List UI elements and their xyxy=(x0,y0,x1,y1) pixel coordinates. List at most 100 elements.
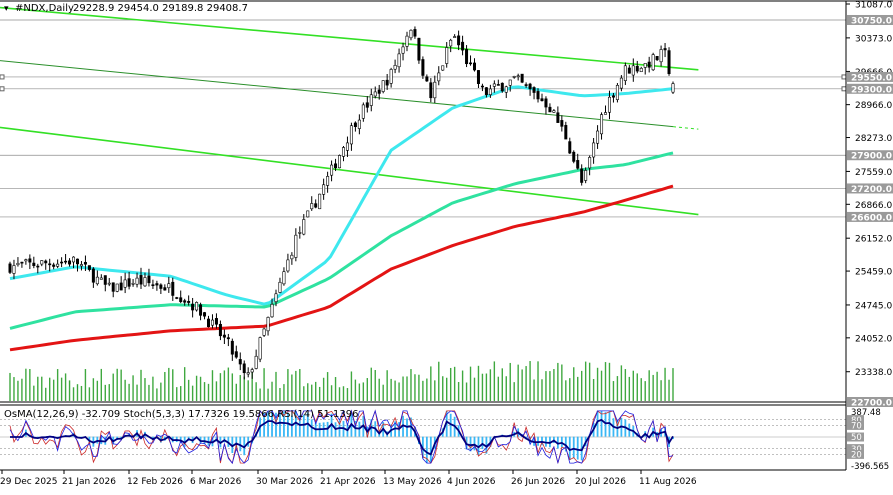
candle-body xyxy=(357,119,361,129)
level-marker-right xyxy=(841,74,847,80)
candle-body xyxy=(623,65,627,81)
indicator-level-tag xyxy=(847,444,864,454)
candle-body xyxy=(24,259,28,262)
candle-body xyxy=(373,91,377,97)
level-tag xyxy=(847,14,893,25)
candle-body xyxy=(48,263,52,266)
candle-body xyxy=(310,203,314,210)
candle-body xyxy=(520,73,524,83)
candle-body xyxy=(389,69,393,84)
level-tag-label: 26600.0 xyxy=(851,213,892,223)
candle-body xyxy=(576,160,580,169)
candle-body xyxy=(615,85,619,100)
price-tick-label: 28966.0 xyxy=(855,101,892,111)
candle-body xyxy=(643,63,647,68)
candle-body xyxy=(417,37,421,61)
level-marker-left xyxy=(0,74,5,80)
candle-body xyxy=(647,61,651,68)
candle-body xyxy=(536,91,540,100)
candle-body xyxy=(226,337,230,340)
candle-body xyxy=(44,260,48,264)
candle-body xyxy=(548,106,552,113)
candle-body xyxy=(544,98,548,108)
candle-body xyxy=(449,39,453,47)
candle-body xyxy=(8,263,12,273)
candle-body xyxy=(274,293,278,302)
time-tick-label: 12 Feb 2026 xyxy=(127,477,183,487)
indicator-level-tag xyxy=(847,420,864,430)
price-tick-label: 23338.0 xyxy=(855,368,892,378)
candle-body xyxy=(600,114,604,135)
time-tick-label: 21 Apr 2026 xyxy=(320,477,376,487)
candle-body xyxy=(469,62,473,65)
price-tick-label: 27559.0 xyxy=(855,168,892,178)
candle-body xyxy=(492,83,496,87)
candle-body xyxy=(203,312,207,317)
candle-body xyxy=(631,65,635,76)
candle-body xyxy=(635,65,639,72)
candle-body xyxy=(361,104,365,119)
time-axis: 29 Dec 2025 21 Jan 2026 12 Feb 2026 6 Mar 2… xyxy=(0,470,697,487)
candle-body xyxy=(163,287,167,291)
candle-body xyxy=(210,319,214,326)
candle-body xyxy=(314,203,318,208)
moving-average-fast xyxy=(9,85,674,306)
candle-body xyxy=(496,84,500,86)
level-tag xyxy=(847,150,893,161)
level-tag-label: 29550.0 xyxy=(851,73,892,83)
candle-body xyxy=(91,268,95,283)
candle-body xyxy=(298,232,302,234)
candle-body xyxy=(207,318,211,328)
candle-body xyxy=(607,96,611,113)
candle-body xyxy=(266,317,270,332)
candle-body xyxy=(353,122,357,128)
candle-body xyxy=(627,67,631,74)
candle-body xyxy=(238,359,242,365)
candle-body xyxy=(421,59,425,76)
candle-body xyxy=(103,275,107,285)
candle-body xyxy=(179,297,183,302)
moving-average-slow xyxy=(9,184,674,352)
candle-body xyxy=(552,110,556,113)
candle-body xyxy=(484,87,488,95)
level-tag-label: 22700.0 xyxy=(851,399,892,409)
candle-body xyxy=(131,282,135,285)
level-tag xyxy=(847,211,893,222)
candle-body xyxy=(151,284,155,287)
candle-body xyxy=(306,210,310,218)
candle-body xyxy=(480,85,484,88)
channel-mid-line-projection xyxy=(672,126,699,130)
menu-arrow-icon[interactable]: ▾ xyxy=(4,4,9,14)
ohlc-values: 29228.9 29454.0 29189.8 29408.7 xyxy=(73,3,248,14)
indicator-tick-label: 80 xyxy=(851,416,862,426)
price-tick-label: 24052.0 xyxy=(855,334,892,344)
level-tag xyxy=(847,397,893,407)
candle-body xyxy=(199,304,203,316)
candle-body xyxy=(115,283,119,292)
candle-body xyxy=(619,77,623,89)
candle-body xyxy=(32,262,36,266)
price-axis: 31087.030373.029666.028966.028273.027559… xyxy=(846,1,893,409)
candle-body xyxy=(540,98,544,102)
candle-body xyxy=(405,35,409,47)
candle-body xyxy=(429,82,433,99)
price-tick-label: 31087.0 xyxy=(855,1,892,11)
candle-body xyxy=(472,62,476,71)
candle-body xyxy=(381,80,385,92)
time-tick-label: 11 Aug 2026 xyxy=(639,477,697,487)
channel-line xyxy=(0,126,699,216)
candle-body xyxy=(147,275,151,284)
price-tick-label: 25459.0 xyxy=(855,268,892,278)
candle-body xyxy=(564,125,568,140)
candle-body xyxy=(345,142,349,151)
candle-body xyxy=(183,300,187,303)
candle-body xyxy=(488,88,492,95)
level-marker-right xyxy=(841,86,847,92)
indicator-level-tag xyxy=(847,432,864,442)
candle-body xyxy=(123,279,127,288)
candle-body xyxy=(596,130,600,144)
candle-body xyxy=(334,163,338,169)
channel-line xyxy=(0,6,699,71)
candle-body xyxy=(72,256,76,263)
candle-body xyxy=(171,281,175,296)
